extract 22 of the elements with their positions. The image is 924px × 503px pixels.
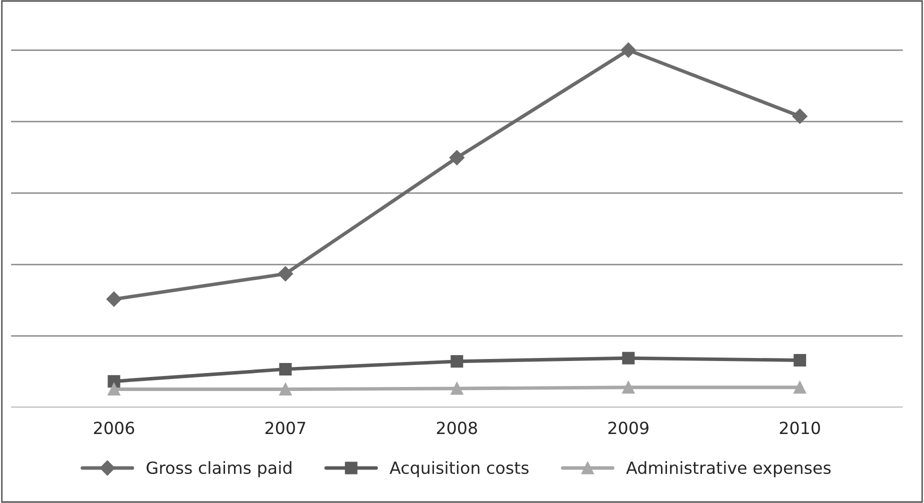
legend-label: Acquisition costs	[390, 461, 529, 478]
point	[622, 381, 635, 394]
point	[622, 352, 635, 364]
point	[450, 382, 464, 395]
point	[108, 382, 120, 396]
x-tick-label: 2008	[436, 422, 477, 434]
x-tick-label: 2009	[608, 422, 648, 434]
point	[279, 362, 292, 376]
point	[794, 354, 806, 367]
point	[106, 292, 122, 307]
point	[794, 381, 806, 394]
x-tick-label: 2010	[780, 422, 820, 434]
point	[620, 42, 636, 58]
point	[450, 355, 464, 368]
point	[449, 150, 464, 166]
point	[278, 266, 294, 282]
x-tick-label: 2006	[94, 422, 134, 434]
point	[279, 382, 292, 396]
legend-label: Gross claims paid	[146, 461, 292, 478]
legend-label: Administrative expenses	[626, 461, 831, 478]
x-tick-label: 2007	[265, 422, 306, 434]
point	[792, 108, 808, 124]
